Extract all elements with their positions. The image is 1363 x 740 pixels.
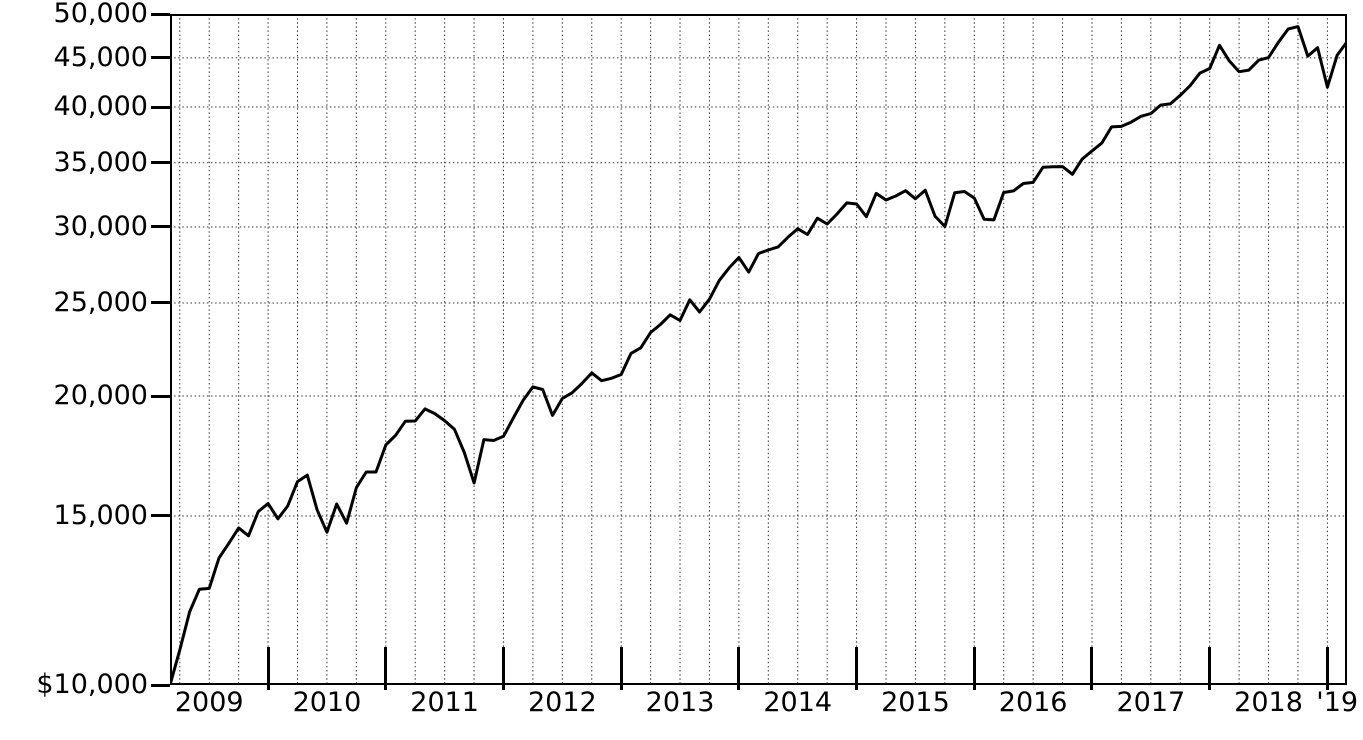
x-year-label: 2015 xyxy=(881,687,950,718)
x-year-tick-mark xyxy=(501,647,505,690)
y-tick-label: 35,000 xyxy=(53,146,148,178)
x-year-label: 2013 xyxy=(645,687,715,718)
y-tick-label: 45,000 xyxy=(53,41,148,73)
x-year-tick-mark xyxy=(619,647,623,690)
y-tick-mark xyxy=(151,225,170,229)
y-tick-label: 25,000 xyxy=(53,286,148,318)
x-year-tick-mark xyxy=(1090,647,1094,690)
y-tick-mark xyxy=(151,683,170,687)
x-year-label: 2011 xyxy=(410,687,479,718)
y-tick-label: 30,000 xyxy=(53,210,148,242)
y-tick-label: 20,000 xyxy=(53,380,148,412)
x-year-tick-mark xyxy=(384,647,388,690)
y-tick-label: 15,000 xyxy=(53,499,148,531)
x-year-label: '19 xyxy=(1316,687,1359,718)
y-tick-mark xyxy=(151,12,170,16)
x-year-label: 2016 xyxy=(998,687,1068,718)
y-tick-mark xyxy=(151,161,170,165)
y-tick-label: $10,000 xyxy=(36,669,148,700)
x-year-label: 2014 xyxy=(763,687,833,718)
y-tick-mark xyxy=(151,394,170,398)
x-year-tick-mark xyxy=(1325,647,1329,690)
x-year-tick-mark xyxy=(266,647,270,690)
y-tick-mark xyxy=(151,56,170,60)
chart-plot-area xyxy=(170,14,1347,685)
y-tick-mark xyxy=(151,105,170,109)
y-tick-mark xyxy=(151,514,170,518)
x-year-label: 2010 xyxy=(292,687,362,718)
x-year-tick-mark xyxy=(1208,647,1212,690)
x-year-label: 2018 xyxy=(1234,687,1303,718)
x-year-tick-mark xyxy=(737,647,741,690)
x-year-label: 2009 xyxy=(174,687,244,718)
x-year-label: 2017 xyxy=(1116,687,1186,718)
x-year-tick-mark xyxy=(855,647,859,690)
data-series-line xyxy=(170,25,1347,685)
y-tick-label: 40,000 xyxy=(53,91,148,123)
x-year-label: 2012 xyxy=(527,687,597,718)
y-tick-mark xyxy=(151,301,170,305)
y-tick-label: 50,000 xyxy=(53,0,148,29)
plot-border xyxy=(170,14,1347,685)
x-year-tick-mark xyxy=(972,647,976,690)
